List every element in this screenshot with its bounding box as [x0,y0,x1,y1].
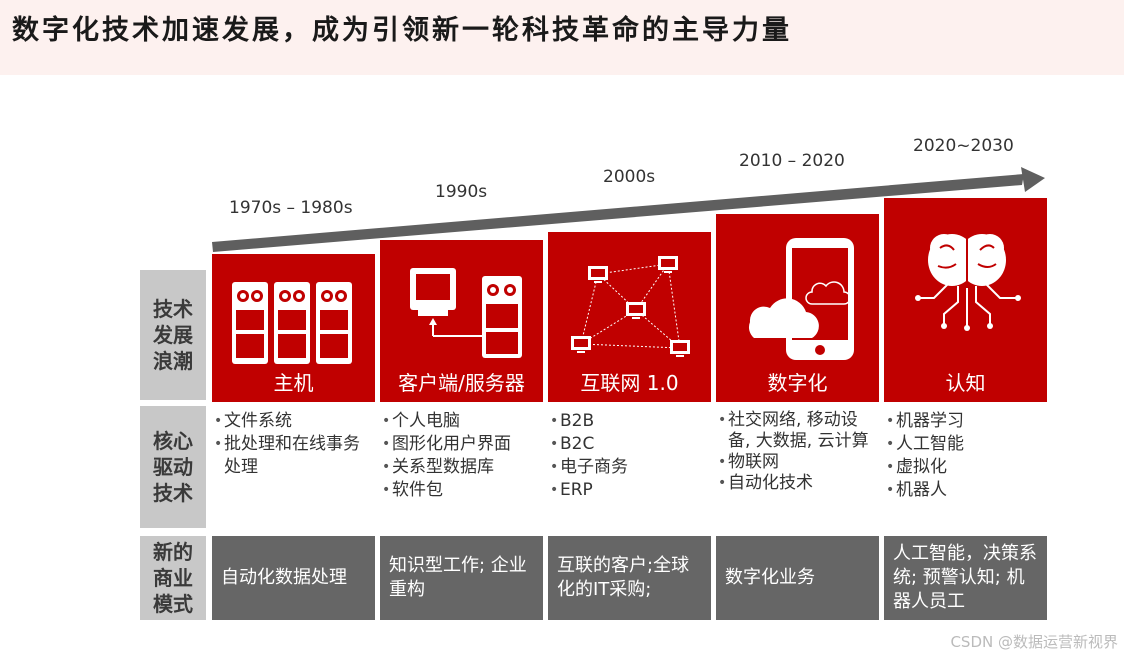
era-label-1: 1970s – 1980s [229,198,353,218]
tech-column-title: 主机 [273,371,314,395]
era-label-2: 1990s [435,182,488,202]
list-item: 物联网 [718,452,878,473]
client-server-icon [410,268,522,358]
list-item: 批处理和在线事务处理 [214,433,374,479]
tech-column-internet: 互联网 1.0 [548,232,711,402]
drivers-client-server: 个人电脑 图形化用户界面 关系型数据库 软件包 [382,410,542,502]
era-label-4: 2010 – 2020 [739,151,845,171]
list-item: 人工智能 [886,433,1046,456]
tech-column-title: 客户端/服务器 [398,371,525,395]
mainframe-servers-icon [232,282,352,364]
mobile-cloud-icon [748,238,854,360]
tech-column-title: 数字化 [767,371,828,395]
tech-column-title: 互联网 1.0 [580,371,679,395]
page-title: 数字化技术加速发展，成为引领新一轮科技革命的主导力量 [12,15,792,46]
list-item: 电子商务 [550,456,710,479]
business-model-mainframe: 自动化数据处理 [212,536,375,620]
era-label-3: 2000s [603,167,656,187]
drivers-mainframe: 文件系统 批处理和在线事务处理 [214,410,374,479]
tech-column-title: 认知 [945,371,986,395]
drivers-digital: 社交网络, 移动设备, 大数据, 云计算 物联网 自动化技术 [718,410,878,494]
list-item: 关系型数据库 [382,456,542,479]
list-item: 社交网络, 移动设备, 大数据, 云计算 [718,410,878,452]
list-item: 机器人 [886,479,1046,502]
tech-column-cognitive: 认知 [884,198,1047,402]
tech-column-digital: 数字化 [716,214,879,402]
list-item: 机器学习 [886,410,1046,433]
row-label-business-model: 新的商业模式 [140,536,206,620]
list-item: 文件系统 [214,410,374,433]
era-label-5: 2020~2030 [913,136,1014,156]
row-label-core-driver: 核心驱动技术 [140,406,206,528]
list-item: 虚拟化 [886,456,1046,479]
list-item: 图形化用户界面 [382,433,542,456]
row-label-tech-wave: 技术发展浪潮 [140,270,206,400]
business-model-cognitive: 人工智能，决策系统; 预警认知; 机器人员工 [884,536,1047,620]
network-icon [571,256,690,357]
list-item: 个人电脑 [382,410,542,433]
business-model-internet: 互联的客户;全球化的IT采购; [548,536,711,620]
list-item: B2B [550,410,710,433]
business-model-client-server: 知识型工作; 企业重构 [380,536,543,620]
list-item: ERP [550,479,710,502]
business-model-digital: 数字化业务 [716,536,879,620]
tech-column-mainframe: 主机 [212,254,375,402]
timeline-arrow [212,167,1045,252]
drivers-cognitive: 机器学习 人工智能 虚拟化 机器人 [886,410,1046,502]
list-item: B2C [550,433,710,456]
title-bar: 数字化技术加速发展，成为引领新一轮科技革命的主导力量 [0,0,1124,75]
tech-column-client-server: 客户端/服务器 [380,240,543,402]
list-item: 软件包 [382,479,542,502]
list-item: 自动化技术 [718,473,878,494]
brain-circuit-icon [915,234,1021,331]
drivers-internet: B2B B2C 电子商务 ERP [550,410,710,502]
watermark: CSDN @数据运营新视界 [950,633,1118,651]
